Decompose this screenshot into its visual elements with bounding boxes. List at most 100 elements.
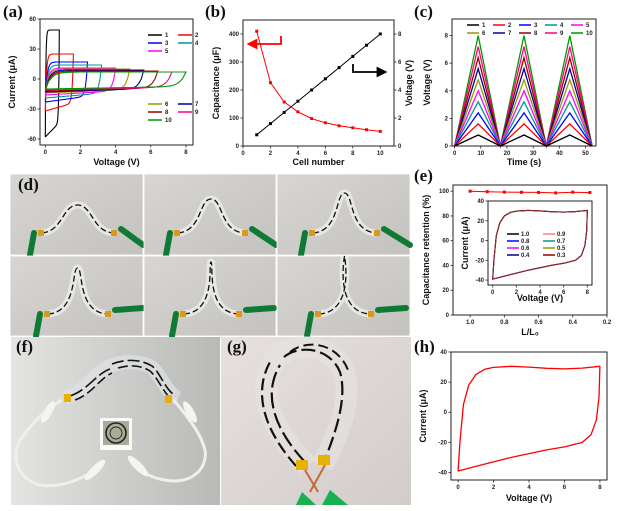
photo-d-1 xyxy=(9,173,146,258)
y-tick-label: 60 xyxy=(442,239,449,245)
photo-g: (g) xyxy=(221,336,411,505)
data-point-capacitance xyxy=(337,124,341,128)
alligator-clip xyxy=(33,311,43,339)
alligator-clip xyxy=(381,226,413,248)
legend-label: 5 xyxy=(165,49,169,55)
kapton-tape xyxy=(174,230,180,236)
photo-d-3 xyxy=(276,173,413,258)
data-point-capacitance xyxy=(323,121,327,125)
panel-label-b: (b) xyxy=(205,2,226,21)
electrode-trace xyxy=(69,368,111,397)
legend-label: 9 xyxy=(195,110,199,116)
panel-label-a: (a) xyxy=(3,2,23,21)
legend-label: 7 xyxy=(508,31,512,37)
data-point-capacitance xyxy=(282,100,286,104)
kapton-tape xyxy=(242,230,248,236)
kapton-tape xyxy=(309,230,315,236)
alligator-clip xyxy=(27,230,37,258)
gcd-curve-4 xyxy=(454,100,593,148)
alligator-clip xyxy=(322,490,348,505)
alligator-clip xyxy=(118,226,146,248)
y-tick-label: 4 xyxy=(445,89,449,95)
data-point-voltage xyxy=(268,122,272,126)
data-point-voltage xyxy=(255,133,259,137)
y-right-tick-label: 8 xyxy=(398,32,402,38)
gcd-curve-1 xyxy=(454,134,593,147)
data-point-capacitance xyxy=(255,29,259,33)
inset-legend-label: 0.4 xyxy=(521,253,530,259)
legend-label: 10 xyxy=(586,31,593,37)
x-tick-label: 6 xyxy=(324,151,328,157)
photo-background xyxy=(276,173,411,256)
cv-curve-5 xyxy=(44,67,117,96)
data-point-voltage xyxy=(337,66,341,70)
data-point-capacitance xyxy=(296,110,300,114)
legend-label: 1 xyxy=(165,33,169,39)
y-tick-label: 0 xyxy=(236,144,240,150)
inset-legend-label: 0.8 xyxy=(521,239,530,245)
arrow-left-icon xyxy=(246,36,282,50)
y-axis-label: Capacitance retention (%) xyxy=(421,195,431,306)
inset-legend-label: 0.3 xyxy=(557,253,566,259)
electrode-trace xyxy=(177,198,245,234)
cv-curve-7 xyxy=(44,69,145,93)
y-tick-label: 8 xyxy=(445,34,449,40)
legend-label: 3 xyxy=(534,23,538,29)
x-tick-label: 50 xyxy=(582,151,589,157)
legend-label: 8 xyxy=(534,31,538,37)
x-tick-label: 0.8 xyxy=(500,320,509,326)
retention-point xyxy=(485,190,489,194)
legend-label: 3 xyxy=(165,41,169,47)
panel-label-g: (g) xyxy=(227,337,247,356)
x-tick-label: 0 xyxy=(241,151,245,157)
kapton-tape xyxy=(318,455,330,465)
y-tick-label: 100 xyxy=(439,189,450,195)
x-tick-label: 0 xyxy=(44,150,48,156)
x-tick-label: 4 xyxy=(538,290,542,296)
y-tick-label: 6 xyxy=(445,61,449,67)
retention-point xyxy=(537,190,541,194)
inset-cv-curve xyxy=(492,209,588,280)
x-tick-label: 0.4 xyxy=(569,320,578,326)
x-axis-label: Voltage (V) xyxy=(517,293,563,303)
x-tick-label: 0 xyxy=(453,151,457,157)
x-tick-label: 1.0 xyxy=(466,320,475,326)
x-tick-label: 6 xyxy=(149,150,153,156)
x-tick-label: 2 xyxy=(79,150,83,156)
alligator-clip xyxy=(296,492,316,505)
x-tick-label: 8 xyxy=(586,290,590,296)
y-tick-label: 40 xyxy=(477,199,484,205)
plot-frame xyxy=(452,184,608,316)
chart-a-cv-curves: 0 2 4 6 8 -60 -30 0 30 60 Voltage (V) Current (μA) 1… xyxy=(7,17,199,167)
plot-frame xyxy=(39,18,194,146)
cv-curve-2 xyxy=(44,53,74,112)
legend-label: 6 xyxy=(482,31,486,37)
y-right-axis-label: Voltage (V) xyxy=(404,60,414,106)
retention-point xyxy=(588,191,592,195)
cv-curve-3 xyxy=(44,61,89,103)
legend-label: 5 xyxy=(586,23,590,29)
inset-legend-label: 0.9 xyxy=(557,232,566,238)
y-tick-label: 40 xyxy=(440,350,447,356)
y-tick-label: -60 xyxy=(27,137,36,143)
x-tick-label: 30 xyxy=(530,151,537,157)
y-right-tick-label: 6 xyxy=(398,60,402,66)
legend-label: 9 xyxy=(560,31,564,37)
legend-label: 4 xyxy=(560,23,564,29)
kapton-tape xyxy=(296,460,308,470)
data-point-voltage xyxy=(365,43,369,47)
data-point-capacitance xyxy=(268,81,272,85)
plot-frame xyxy=(451,18,597,147)
gcd-curve-3 xyxy=(454,111,593,148)
x-tick-label: 4 xyxy=(527,485,531,491)
gcd-curve-2 xyxy=(454,122,593,147)
panel-label-e: (e) xyxy=(414,166,433,185)
y-tick-label: 60 xyxy=(29,17,36,23)
alligator-clip xyxy=(375,305,409,313)
legend-label: 6 xyxy=(165,102,169,108)
photo-grid-d xyxy=(9,173,413,339)
alligator-clip xyxy=(169,311,179,339)
alligator-clip xyxy=(41,401,55,423)
